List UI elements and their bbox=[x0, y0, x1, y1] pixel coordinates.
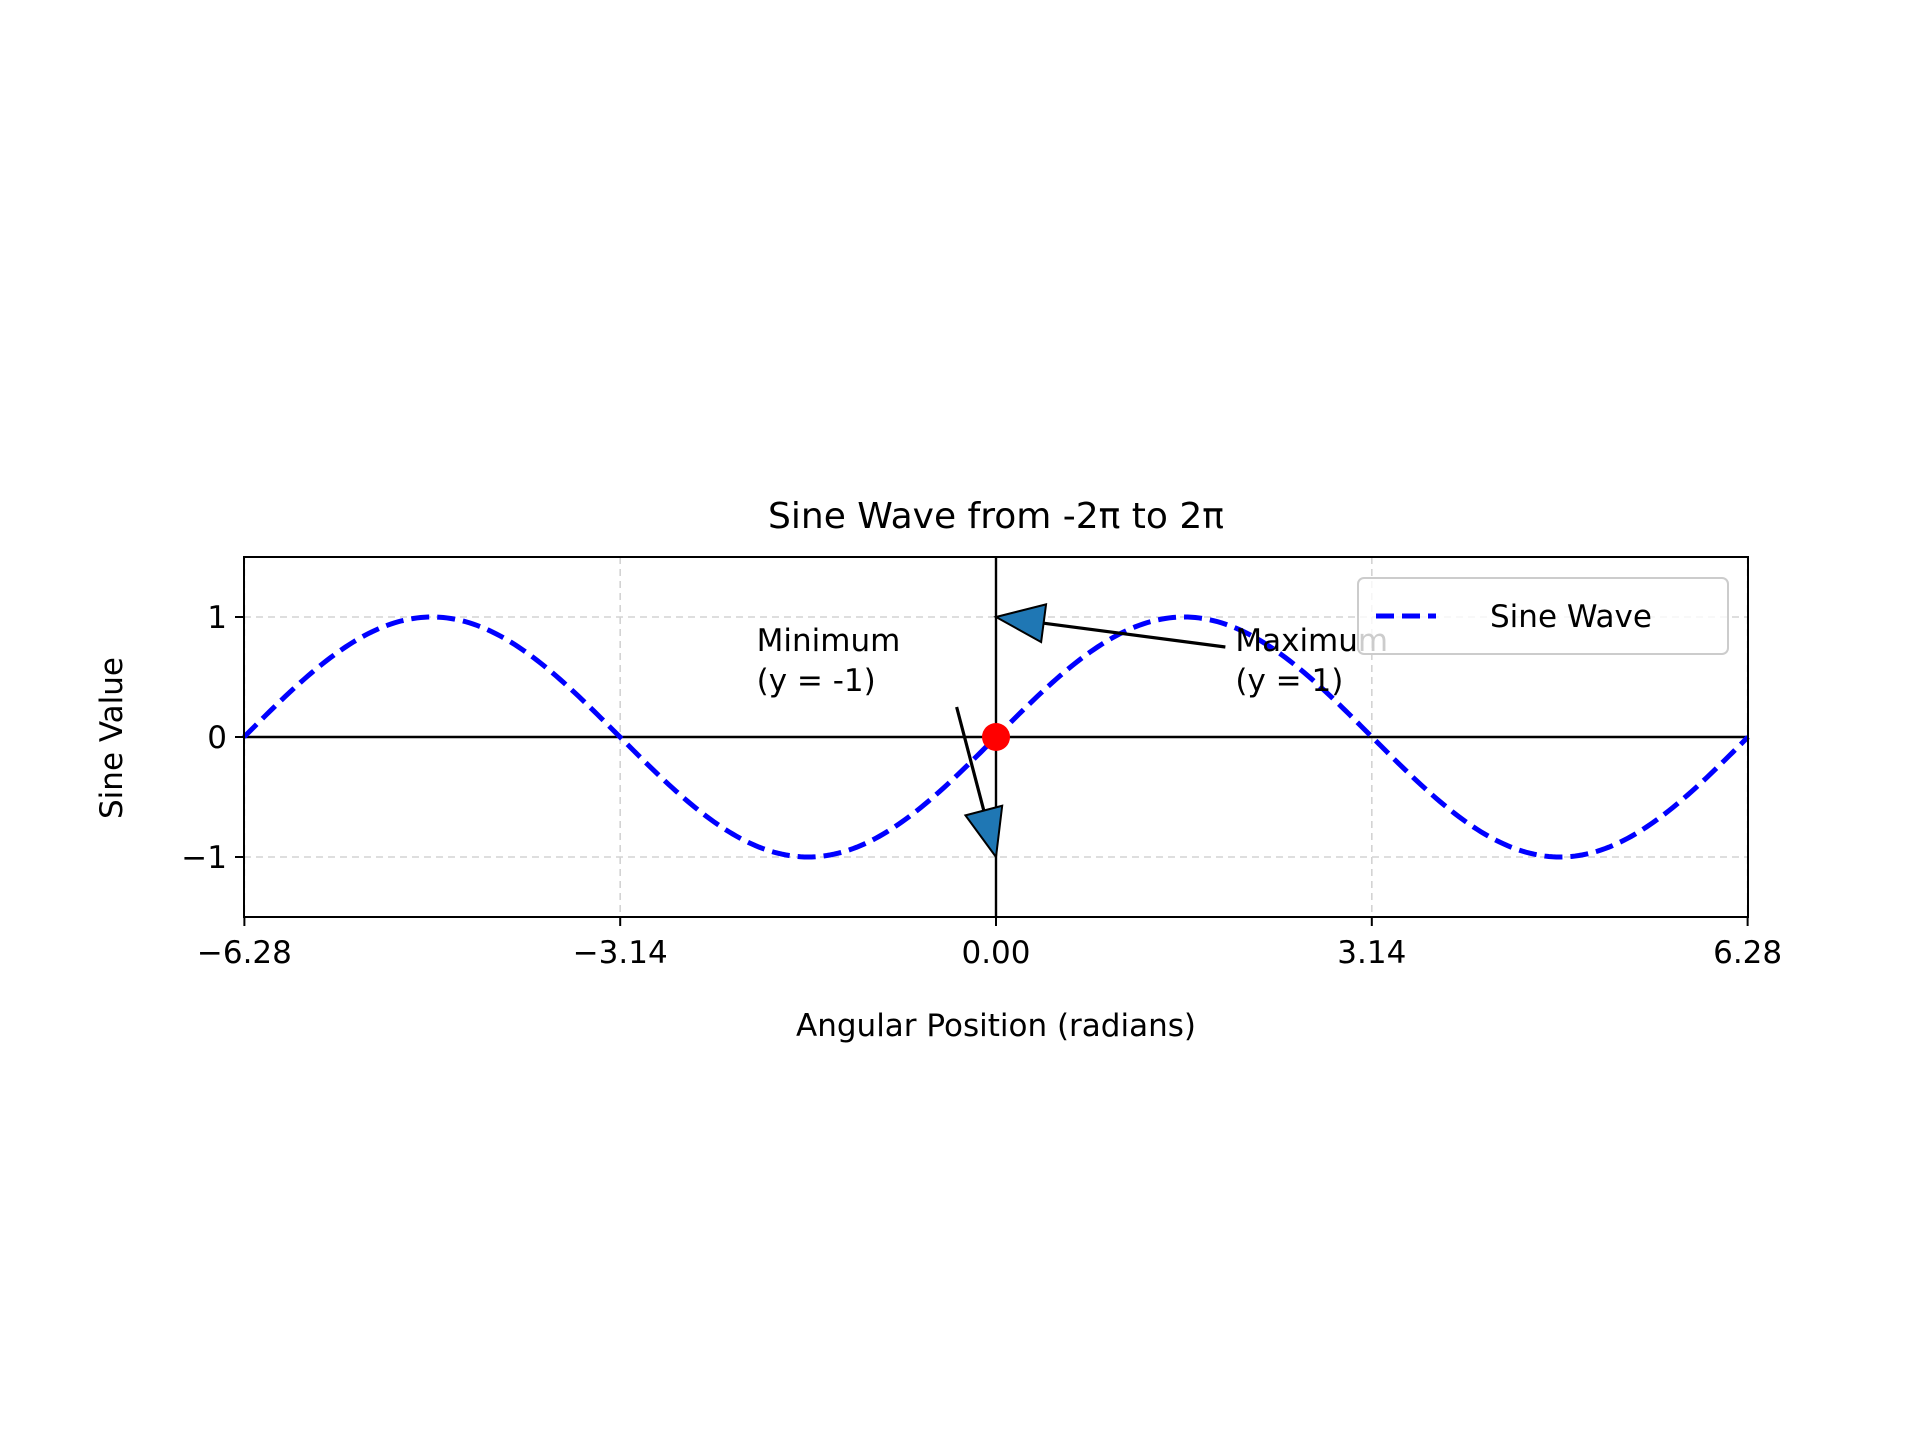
legend-label: Sine Wave bbox=[1490, 599, 1652, 635]
x-tick-label: 6.28 bbox=[1713, 935, 1782, 971]
minimum-arrow-head bbox=[963, 804, 1004, 860]
highlight-point-marker bbox=[982, 723, 1010, 751]
maximum-arrow-shaft bbox=[1043, 621, 1226, 649]
marker-layer bbox=[982, 723, 1010, 751]
y-tick-label: −1 bbox=[181, 840, 227, 876]
tick-layer: −6.28 −3.14 0.00 3.14 6.28 −1 0 1 bbox=[181, 600, 1782, 971]
y-tick-label: 1 bbox=[207, 600, 227, 636]
legend-box bbox=[1357, 577, 1729, 655]
x-tick-label: 3.14 bbox=[1337, 935, 1406, 971]
maximum-arrow-head bbox=[993, 603, 1048, 644]
x-tick-label: 0.00 bbox=[961, 935, 1030, 971]
minimum-annotation-text: Minimum (y = -1) bbox=[757, 623, 901, 699]
x-tick-label: −6.28 bbox=[197, 935, 292, 971]
x-tick-label: −3.14 bbox=[573, 935, 668, 971]
chart-title: Sine Wave from -2π to 2π bbox=[768, 496, 1224, 537]
minimum-arrow-shaft bbox=[955, 706, 986, 811]
x-axis-label: Angular Position (radians) bbox=[796, 1008, 1196, 1044]
y-tick-label: 0 bbox=[207, 720, 227, 756]
y-axis-label: Sine Value bbox=[94, 657, 130, 819]
legend: Sine Wave bbox=[1357, 577, 1729, 655]
